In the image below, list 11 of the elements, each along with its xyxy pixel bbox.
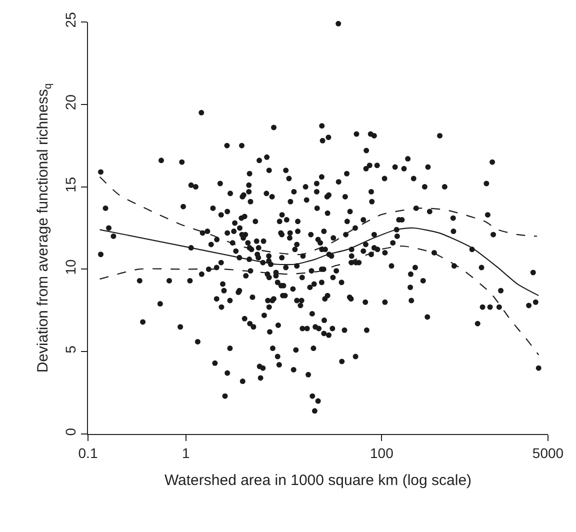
y-tick-label: 5: [62, 345, 78, 354]
y-tick-label: 25: [62, 12, 78, 28]
y-tick-label: 0: [62, 428, 78, 436]
y-tick-label: 20: [62, 94, 78, 110]
x-tick-label: 100: [370, 444, 394, 461]
x-tick-label: 0.1: [78, 444, 98, 461]
y-tick-label: 15: [62, 176, 78, 192]
x-tick-label: 5000: [532, 444, 564, 461]
y-tick-label: 10: [62, 259, 78, 275]
x-axis-title: Watershed area in 1000 square km (log scale): [164, 472, 472, 489]
x-tick-label: 1: [182, 444, 190, 461]
